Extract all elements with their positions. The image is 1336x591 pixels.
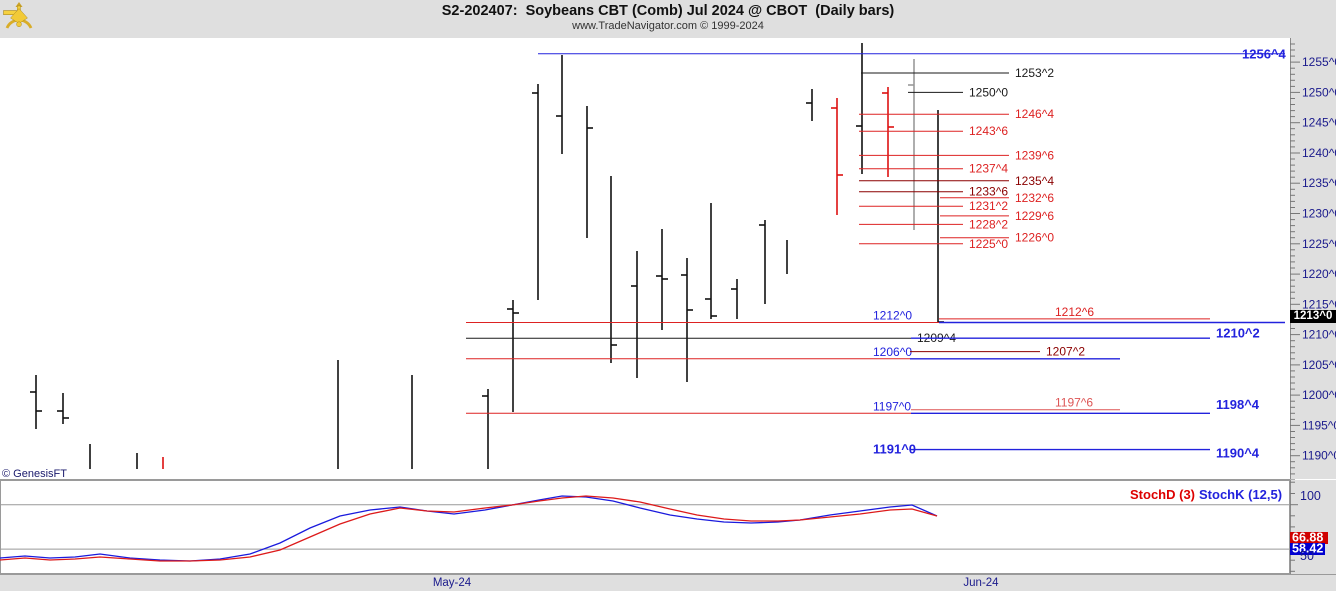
svg-text:50: 50 [1300, 549, 1314, 563]
svg-text:1212^6: 1212^6 [1055, 305, 1094, 319]
svg-text:1250^0: 1250^0 [969, 85, 1008, 99]
svg-text:StochK (12,5): StochK (12,5) [1199, 487, 1282, 502]
svg-text:1210^0: 1210^0 [1302, 328, 1336, 342]
svg-text:1240^0: 1240^0 [1302, 146, 1336, 160]
svg-text:1200^0: 1200^0 [1302, 388, 1336, 402]
svg-text:100: 100 [1300, 489, 1321, 503]
svg-text:1243^6: 1243^6 [969, 124, 1008, 138]
svg-text:1230^0: 1230^0 [1302, 207, 1336, 221]
svg-text:1210^2: 1210^2 [1216, 325, 1260, 340]
svg-text:1255^0: 1255^0 [1302, 55, 1336, 69]
svg-text:1235^4: 1235^4 [1015, 174, 1054, 188]
svg-text:1226^0: 1226^0 [1015, 231, 1054, 245]
svg-text:1197^6: 1197^6 [1055, 396, 1093, 410]
svg-text:1237^4: 1237^4 [969, 162, 1008, 176]
svg-text:1235^0: 1235^0 [1302, 176, 1336, 190]
svg-text:1225^0: 1225^0 [969, 237, 1008, 251]
svg-text:1212^0: 1212^0 [873, 309, 912, 323]
svg-text:1205^0: 1205^0 [1302, 358, 1336, 372]
svg-text:1231^2: 1231^2 [969, 199, 1008, 213]
svg-text:1197^0: 1197^0 [873, 399, 911, 413]
svg-text:1239^6: 1239^6 [1015, 148, 1054, 162]
svg-text:1253^2: 1253^2 [1015, 66, 1054, 80]
svg-text:1246^4: 1246^4 [1015, 107, 1054, 121]
svg-text:1225^0: 1225^0 [1302, 237, 1336, 251]
svg-text:1256^4: 1256^4 [1242, 47, 1287, 62]
svg-text:1232^6: 1232^6 [1015, 191, 1054, 205]
svg-text:1228^2: 1228^2 [969, 217, 1008, 231]
svg-text:1206^0: 1206^0 [873, 345, 912, 359]
svg-text:1229^6: 1229^6 [1015, 209, 1054, 223]
svg-text:1220^0: 1220^0 [1302, 267, 1336, 281]
svg-text:StochD (3): StochD (3) [1130, 487, 1195, 502]
svg-text:1198^4: 1198^4 [1216, 397, 1260, 412]
svg-text:1195^0: 1195^0 [1302, 418, 1336, 432]
svg-text:1191^0: 1191^0 [873, 442, 916, 457]
svg-text:1250^0: 1250^0 [1302, 85, 1336, 99]
svg-text:1190^4: 1190^4 [1216, 445, 1260, 460]
svg-text:1245^0: 1245^0 [1302, 116, 1336, 130]
svg-text:1233^6: 1233^6 [969, 185, 1008, 199]
svg-text:1207^2: 1207^2 [1046, 345, 1085, 359]
svg-text:1190^0: 1190^0 [1302, 449, 1336, 463]
